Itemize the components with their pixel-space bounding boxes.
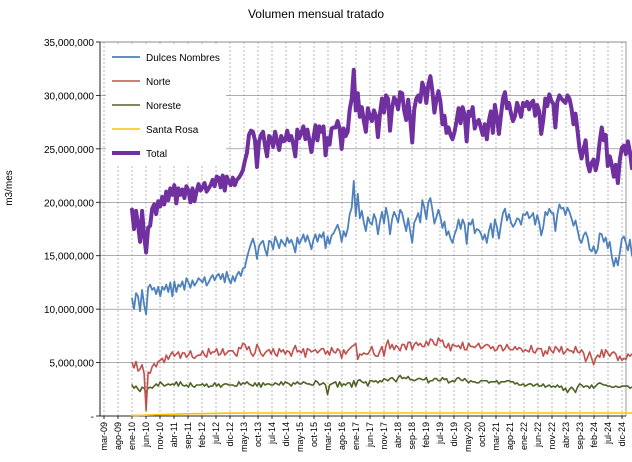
- series-line-dulces-nombres: [131, 180, 632, 316]
- x-tick-label: dic-14: [281, 422, 291, 447]
- x-tick-label: abr-11: [169, 422, 179, 447]
- chart-title: Volumen mensual tratado: [248, 7, 384, 21]
- x-tick-label: oct-20: [477, 422, 487, 447]
- x-tick-label: jun-17: [365, 422, 375, 448]
- x-tick-label: ene-10: [127, 422, 137, 450]
- y-tick-label: 5,000,000: [50, 359, 95, 370]
- x-tick-label: abr-18: [393, 422, 403, 448]
- series-line-noreste: [131, 374, 632, 396]
- series-line-santa-rosa: [131, 412, 632, 417]
- x-tick-label: jul-12: [211, 422, 221, 445]
- x-tick-label: nov-10: [155, 422, 165, 450]
- x-tick-label: jun-22: [533, 422, 543, 448]
- y-tick-label: 10,000,000: [44, 305, 94, 316]
- x-tick-label: ago-16: [337, 422, 347, 450]
- x-tick-label: jul-19: [435, 422, 445, 445]
- x-tick-label: sep-23: [575, 422, 585, 450]
- x-tick-label: abr-23: [561, 422, 571, 448]
- x-tick-label: may-15: [295, 422, 305, 452]
- y-tick-label: 20,000,000: [44, 198, 94, 209]
- series-line-total: [130, 67, 632, 255]
- y-tick-label: 15,000,000: [44, 252, 94, 263]
- x-tick-label: oct-15: [309, 422, 319, 447]
- y-axis: - 5,000,000 10,000,000 15,000,000 20,000,000…: [44, 38, 101, 423]
- x-tick-label: nov-17: [379, 422, 389, 450]
- x-tick-label: feb-12: [197, 422, 207, 448]
- x-tick-label: jul-14: [267, 422, 277, 445]
- series-line-norte: [131, 337, 632, 412]
- x-tick-label: ago-09: [113, 422, 123, 450]
- x-tick-label: oct-13: [253, 422, 263, 447]
- x-tick-label: may-13: [239, 422, 249, 452]
- legend-label: Total: [146, 149, 167, 160]
- x-tick-label: dic-24: [617, 422, 627, 447]
- x-tick-label: ago-21: [505, 422, 515, 450]
- legend: Dulces Nombres Norte Noreste Santa Rosa Tota…: [106, 44, 226, 166]
- x-tick-label: feb-24: [589, 422, 599, 448]
- y-tick-label: -: [91, 412, 94, 423]
- x-tick-label: jul-24: [603, 422, 613, 445]
- x-tick-label: sep-11: [183, 422, 193, 449]
- y-tick-label: 35,000,000: [44, 38, 94, 49]
- x-tick-label: ene-22: [519, 422, 529, 450]
- x-tick-label: mar-16: [323, 422, 333, 451]
- x-tick-label: mar-21: [491, 422, 501, 451]
- x-tick-label: may-20: [463, 422, 473, 452]
- x-tick-label: dic-12: [225, 422, 235, 447]
- legend-label: Dulces Nombres: [146, 53, 220, 64]
- x-tick-label: jun-10: [141, 422, 151, 448]
- x-tick-label: nov-22: [547, 422, 557, 450]
- x-tick-label: sep-18: [407, 422, 417, 450]
- x-tick-label: feb-19: [421, 422, 431, 448]
- legend-label: Santa Rosa: [146, 125, 199, 136]
- x-tick-label: ene-17: [351, 422, 361, 450]
- x-tick-label: mar-09: [99, 422, 109, 451]
- y-axis-label: m3/mes: [4, 170, 15, 206]
- series-layer: [130, 67, 632, 417]
- x-axis: mar-09 ago-09 ene-10 jun-10 nov-10 abr-11 sep-…: [99, 415, 627, 452]
- legend-label: Norte: [146, 77, 171, 88]
- legend-label: Noreste: [146, 101, 181, 112]
- y-tick-label: 30,000,000: [44, 91, 94, 102]
- y-tick-label: 25,000,000: [44, 145, 94, 156]
- x-tick-label: dic-19: [449, 422, 459, 447]
